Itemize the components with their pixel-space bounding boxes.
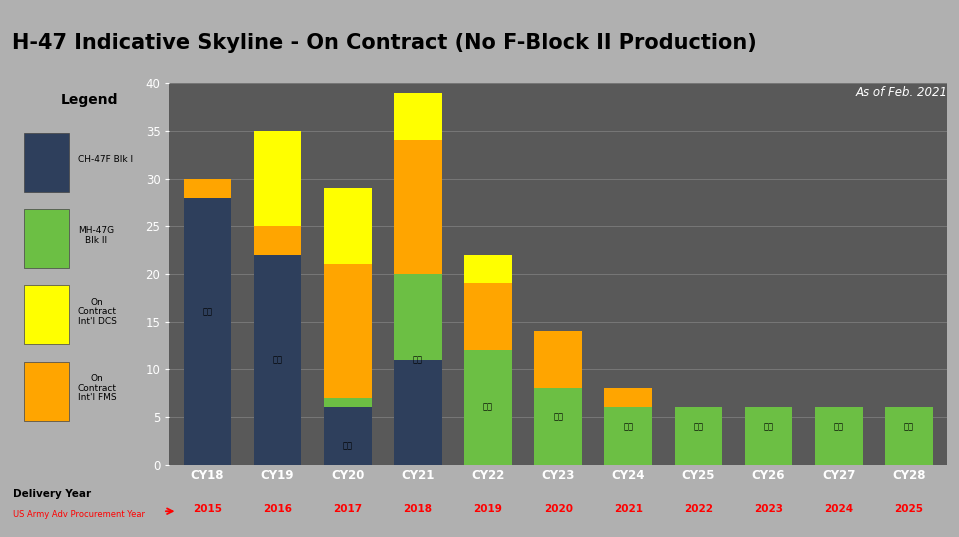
- Bar: [604, 388, 652, 407]
- Bar: [183, 178, 231, 198]
- Bar: [745, 407, 792, 465]
- Bar: [534, 331, 582, 388]
- Bar: [464, 284, 512, 350]
- Text: 2016: 2016: [263, 504, 292, 514]
- Bar: [604, 407, 652, 465]
- Text: 🇺🇸: 🇺🇸: [412, 355, 423, 364]
- Text: 🇺🇸: 🇺🇸: [202, 308, 212, 316]
- Text: MH-47G
Blk II: MH-47G Blk II: [78, 227, 114, 245]
- Bar: [394, 93, 442, 140]
- Text: 🇺🇸: 🇺🇸: [623, 422, 633, 431]
- Text: On
Contract
Int'l FMS: On Contract Int'l FMS: [78, 374, 117, 402]
- Bar: [394, 274, 442, 360]
- Text: Delivery Year: Delivery Year: [13, 489, 91, 499]
- Text: 2024: 2024: [824, 504, 854, 514]
- Bar: [464, 255, 512, 284]
- Bar: [885, 407, 933, 465]
- Text: US Army Adv Procurement Year: US Army Adv Procurement Year: [13, 510, 146, 519]
- Text: 2018: 2018: [404, 504, 433, 514]
- Bar: [254, 131, 301, 226]
- Bar: [254, 255, 301, 465]
- Text: 2022: 2022: [684, 504, 713, 514]
- Bar: [534, 388, 582, 465]
- Text: 2019: 2019: [474, 504, 503, 514]
- Text: CH-47F Blk I: CH-47F Blk I: [78, 155, 133, 164]
- FancyBboxPatch shape: [24, 133, 69, 192]
- Text: On
Contract
Int'l DCS: On Contract Int'l DCS: [78, 298, 117, 326]
- Bar: [183, 198, 231, 465]
- Text: Master Plan Deliveries: Master Plan Deliveries: [372, 86, 548, 100]
- Bar: [254, 226, 301, 255]
- Bar: [394, 360, 442, 465]
- Text: H-47 Indicative Skyline - On Contract (No F-Block II Production): H-47 Indicative Skyline - On Contract (N…: [12, 33, 757, 53]
- Bar: [324, 407, 371, 465]
- Text: 🇺🇸: 🇺🇸: [272, 355, 283, 364]
- Text: 🇺🇸: 🇺🇸: [693, 422, 704, 431]
- Text: 2025: 2025: [895, 504, 924, 514]
- Text: Legend: Legend: [61, 93, 118, 107]
- Text: 🇺🇸: 🇺🇸: [763, 422, 774, 431]
- Text: 🇺🇸: 🇺🇸: [483, 403, 493, 412]
- FancyBboxPatch shape: [24, 209, 69, 268]
- Text: 2021: 2021: [614, 504, 643, 514]
- Bar: [324, 264, 371, 398]
- Bar: [394, 140, 442, 274]
- Text: 🇺🇸: 🇺🇸: [833, 422, 844, 431]
- Text: 🇺🇸: 🇺🇸: [342, 441, 353, 450]
- Text: 2023: 2023: [754, 504, 784, 514]
- Bar: [324, 398, 371, 407]
- Bar: [464, 350, 512, 465]
- Bar: [815, 407, 862, 465]
- Bar: [674, 407, 722, 465]
- Text: 2017: 2017: [333, 504, 363, 514]
- Bar: [324, 188, 371, 264]
- FancyBboxPatch shape: [24, 361, 69, 420]
- Text: 🇺🇸: 🇺🇸: [553, 412, 563, 422]
- Text: 🇺🇸: 🇺🇸: [904, 422, 914, 431]
- Text: As of Feb. 2021: As of Feb. 2021: [855, 86, 947, 99]
- Text: 2015: 2015: [193, 504, 222, 514]
- FancyBboxPatch shape: [24, 285, 69, 344]
- Text: 2020: 2020: [544, 504, 573, 514]
- Text: (CY): (CY): [577, 86, 615, 100]
